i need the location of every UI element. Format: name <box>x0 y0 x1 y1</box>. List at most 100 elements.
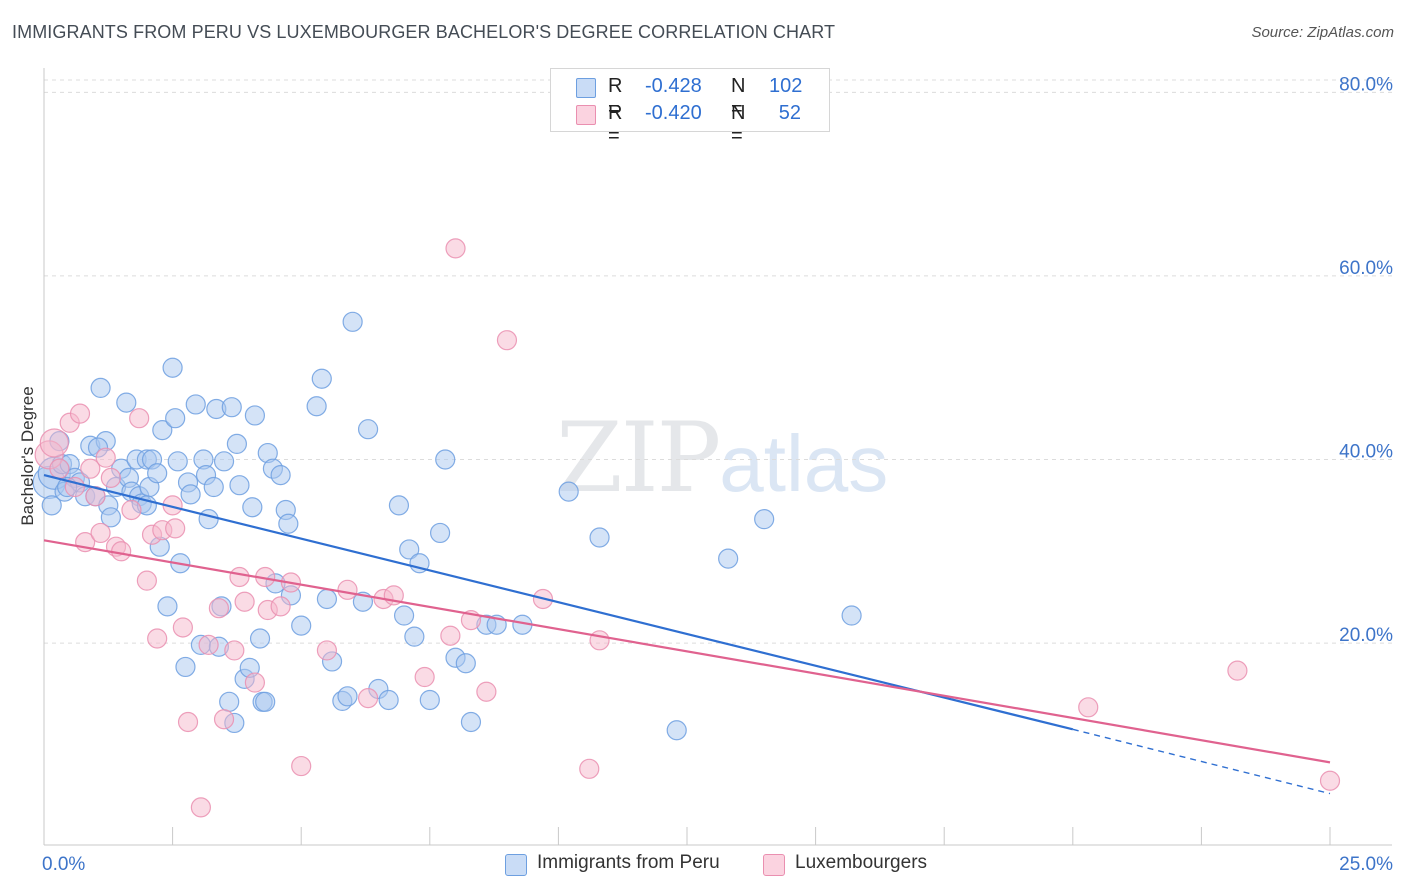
data-point-peru <box>165 408 186 429</box>
data-point-luxembourgers <box>136 570 157 591</box>
data-point-luxembourgers <box>208 598 229 619</box>
data-point-peru <box>754 509 775 530</box>
source-label: Source: ZipAtlas.com <box>1251 24 1394 41</box>
watermark-atlas: atlas <box>719 419 889 508</box>
data-point-peru <box>399 539 420 560</box>
data-point-luxembourgers <box>165 518 186 539</box>
stats-n-value: 52 <box>778 102 801 124</box>
data-point-peru <box>393 605 415 626</box>
x-tick-label-max: 25.0% <box>1339 854 1393 875</box>
data-point-luxembourgers <box>291 755 312 777</box>
data-point-peru <box>455 653 476 674</box>
data-point-luxembourgers <box>69 403 91 424</box>
watermark-zip: ZIP <box>556 402 721 514</box>
data-point-peru <box>589 527 610 548</box>
data-point-peru <box>311 368 332 389</box>
data-point-luxembourgers <box>234 591 255 612</box>
data-point-luxembourgers <box>198 634 219 656</box>
data-point-peru <box>100 507 121 528</box>
data-point-luxembourgers <box>589 630 610 651</box>
data-point-luxembourgers <box>1227 660 1248 681</box>
data-point-luxembourgers <box>1319 770 1341 791</box>
data-point-luxembourgers <box>414 666 435 688</box>
data-point-luxembourgers <box>177 711 199 733</box>
stats-r-label: R = <box>608 102 623 147</box>
data-point-peru <box>337 686 358 707</box>
data-point-luxembourgers <box>129 408 150 429</box>
data-point-peru <box>152 420 173 441</box>
stats-n-label: N = <box>731 102 746 147</box>
data-point-luxembourgers <box>39 428 69 458</box>
data-point-peru <box>162 357 183 378</box>
data-point-peru <box>291 615 312 636</box>
data-point-luxembourgers <box>357 688 379 709</box>
data-point-luxembourgers <box>190 797 211 818</box>
stats-box: R = -0.428 N = 102 R = -0.420 N = 52 <box>550 68 830 147</box>
data-point-luxembourgers <box>496 330 518 351</box>
chart-title: IMMIGRANTS FROM PERU VS LUXEMBOURGER BAC… <box>12 22 836 42</box>
data-point-peru <box>841 605 862 626</box>
data-point-luxembourgers <box>579 758 600 779</box>
data-point-peru <box>278 513 299 534</box>
data-point-luxembourgers <box>270 596 291 617</box>
y-tick-label: 40.0% <box>1339 442 1393 463</box>
data-point-luxembourgers <box>316 640 338 661</box>
data-point-peru <box>167 451 188 472</box>
data-point-luxembourgers <box>80 458 101 479</box>
data-point-peru <box>147 463 168 484</box>
data-point-luxembourgers <box>229 566 250 588</box>
data-point-peru <box>666 720 687 741</box>
data-point-peru <box>242 497 263 518</box>
data-point-peru <box>229 475 250 496</box>
data-point-peru <box>116 392 137 413</box>
trend-line-luxembourgers <box>43 539 1331 764</box>
y-axis-label: Bachelor's Degree <box>18 386 37 526</box>
legend-label-luxembourgers: Luxembourgers <box>795 852 928 873</box>
data-point-peru <box>226 433 247 454</box>
data-point-peru <box>90 377 111 399</box>
data-point-luxembourgers <box>111 541 132 562</box>
data-point-luxembourgers <box>445 238 466 259</box>
data-point-luxembourgers <box>147 628 168 649</box>
data-point-luxembourgers <box>1078 697 1099 718</box>
data-point-luxembourgers <box>95 447 116 468</box>
data-point-luxembourgers <box>90 522 111 544</box>
data-point-peru <box>157 596 178 617</box>
stats-r-value: -0.428 <box>645 75 702 97</box>
trend-line-peru-extension <box>1072 728 1331 795</box>
data-point-peru <box>249 628 271 649</box>
data-point-luxembourgers <box>476 681 497 702</box>
y-tick-label: 20.0% <box>1339 625 1393 646</box>
data-point-luxembourgers <box>49 458 70 479</box>
data-point-peru <box>388 495 410 516</box>
stats-r-label: R = <box>608 75 623 120</box>
y-tick-label: 60.0% <box>1339 258 1393 279</box>
data-point-luxembourgers <box>224 640 245 661</box>
data-point-luxembourgers <box>172 617 193 638</box>
data-point-peru <box>558 481 579 502</box>
legend-swatch-peru <box>505 854 527 876</box>
trend-line-peru <box>43 474 1074 731</box>
data-point-peru <box>435 449 456 470</box>
data-point-luxembourgers <box>121 499 142 521</box>
stats-n-value: 102 <box>769 75 803 97</box>
stats-n-label: N = <box>731 75 746 120</box>
data-point-peru <box>255 691 276 712</box>
stats-r-value: -0.420 <box>645 102 702 124</box>
data-point-peru <box>378 689 399 711</box>
data-point-peru <box>244 405 266 426</box>
data-point-peru <box>342 311 363 332</box>
data-point-luxembourgers <box>213 709 235 730</box>
data-point-peru <box>316 588 338 610</box>
stats-swatch-luxembourgers <box>576 105 596 125</box>
stats-swatch-peru <box>576 78 596 98</box>
data-point-peru <box>41 495 62 516</box>
data-point-peru <box>718 548 739 569</box>
data-point-peru <box>357 419 379 440</box>
data-point-peru <box>219 691 240 712</box>
data-point-peru <box>429 522 451 544</box>
watermark: ZIPatlas <box>556 402 888 514</box>
data-point-luxembourgers <box>337 579 358 600</box>
data-point-peru <box>306 396 327 417</box>
x-tick-label-min: 0.0% <box>42 854 85 875</box>
